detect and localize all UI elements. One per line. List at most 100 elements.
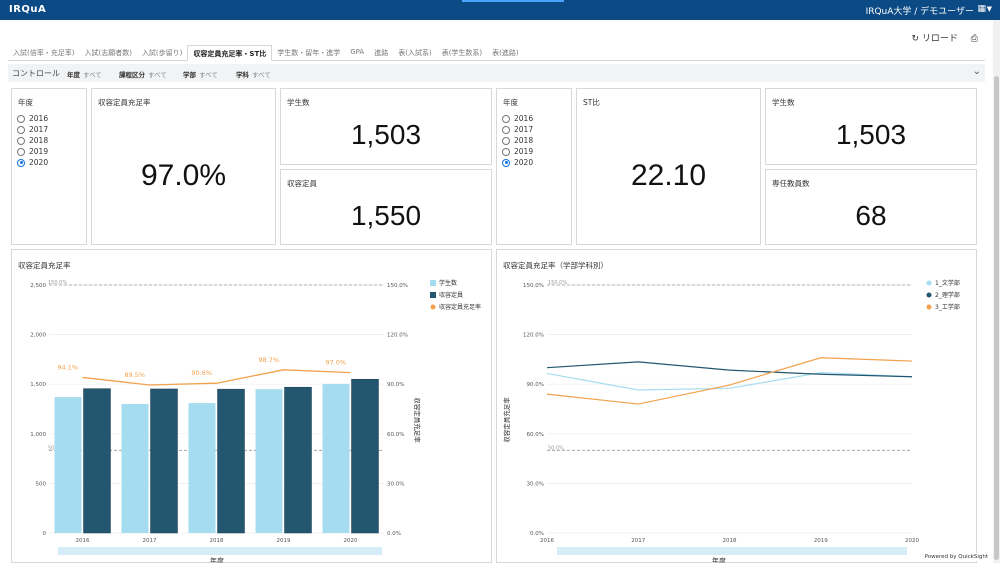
chart-title: 収容定員充足率（学部学科別） [503,261,608,270]
x-tick: 2019 [277,538,291,544]
radio-button[interactable] [502,136,510,145]
series-line [546,372,913,391]
control-year[interactable]: 年度 すべて [67,69,102,79]
year-option[interactable]: 2017 [17,124,48,135]
y-tick: 90.0% [527,382,544,388]
y-tick-right: 60.0% [387,432,404,438]
year-option[interactable]: 2016 [502,113,533,124]
controls-title: コントロール [12,69,60,78]
kpi-value: 97.0% [140,159,227,192]
legend-swatch [430,292,436,298]
kpi-title: 学生数 [772,98,795,107]
building-icon[interactable]: ▦ [977,4,986,14]
x-tick: 2019 [814,538,828,544]
kpi-students-left: 学生数 1,503 [280,88,492,165]
y-tick: 60.0% [527,432,544,438]
y-tick-right: 150.0% [387,283,408,289]
x-axis-scroll [557,547,907,555]
bar [322,383,350,533]
series-line [546,361,913,378]
filter-title: 年度 [503,98,518,107]
vertical-scrollbar[interactable] [993,20,1000,563]
kpi-students-right: 学生数 1,503 [765,88,977,165]
tab-2[interactable]: 入試(歩留り) [141,49,183,57]
fill-rate-dept-line-chart: 0.0% 30.0% 60.0% 90.0% 120.0% 150.0% 150.0% 50.… [502,279,960,563]
year-option-label: 2017 [29,125,49,134]
bar [217,388,245,534]
bar [121,404,149,533]
control-value: すべて [83,71,102,79]
data-label: 89.5% [124,371,145,379]
legend-swatch [926,280,932,286]
radio-button[interactable] [17,147,25,156]
y-tick: 0.0% [530,531,544,537]
y-tick-left: 1,000 [30,432,46,438]
radio-button[interactable] [502,125,510,134]
control-label: 学部 [183,71,196,79]
bar [150,388,178,534]
year-option-label: 2018 [514,136,534,145]
tab-0[interactable]: 入試(倍率・充足率) [13,49,75,57]
year-option[interactable]: 2017 [502,124,533,135]
year-option[interactable]: 2018 [502,135,533,146]
x-tick: 2017 [143,538,157,544]
tab-9[interactable]: 表(進路) [492,49,519,57]
legend-swatch [926,304,932,310]
radio-button[interactable] [17,158,25,167]
app-logo[interactable]: IRQuA [9,4,47,15]
y-tick: 150.0% [523,283,544,289]
year-option[interactable]: 2016 [17,113,48,124]
tab-5[interactable]: GPA [350,48,365,56]
legend-swatch [926,292,932,298]
user-menu[interactable]: IRQuA大学 / デモユーザー [865,7,974,17]
reload-icon: ↻ [911,34,920,44]
control-course[interactable]: 課程区分 すべて [119,69,167,79]
bar [83,388,111,534]
tab-6[interactable]: 進路 [374,49,389,57]
kpi-st-ratio: ST比 22.10 [576,88,761,245]
radio-button[interactable] [17,125,25,134]
fill-rate-combo-chart: 0 0.0% 500 30.0% 1,000 60.0% 1,500 90.0% 2,000 12… [30,279,481,563]
x-axis-label: 年度 [712,556,726,563]
bar [351,378,379,534]
chart-panel-fill-rate-by-dept: 収容定員充足率（学部学科別） 0.0% 30.0% 60.0% 90.0% 120.0%… [496,249,977,563]
radio-button[interactable] [502,158,510,167]
year-radio-list: 2016 2017 2018 2019 2020 [502,113,533,168]
printer-icon[interactable]: ⎙ [970,34,978,44]
tab-7[interactable]: 表(入試系) [398,49,432,57]
year-option-label: 2016 [514,114,534,123]
kpi-value: 1,503 [350,119,422,150]
kpi-capacity: 収容定員 1,550 [280,169,492,245]
chevron-down-icon[interactable]: ⌄ [972,66,981,77]
y-tick: 120.0% [523,333,544,339]
tab-1[interactable]: 入試(志願者数) [84,49,132,57]
y-axis-label: 収容定員充足率 [502,397,511,443]
year-option[interactable]: 2020 [502,157,533,168]
tab-4[interactable]: 学生数・留年・進学 [277,49,341,57]
year-option[interactable]: 2019 [17,146,48,157]
year-option-label: 2020 [29,158,49,167]
y-tick-right: 120.0% [387,333,408,339]
year-option[interactable]: 2018 [17,135,48,146]
control-faculty[interactable]: 学部 すべて [183,69,218,79]
top-bar: IRQuA IRQuA大学 / デモユーザー ▦ ▼ [0,0,1000,20]
control-department[interactable]: 学科 すべて [236,69,271,79]
year-option-label: 2016 [29,114,49,123]
chevron-down-icon[interactable]: ▼ [986,5,992,13]
radio-button[interactable] [502,114,510,123]
legend-label: 3_工学部 [935,303,960,311]
x-tick: 2020 [344,538,358,544]
tab-3[interactable]: 収容定員充足率・ST比 [187,45,273,61]
radio-button[interactable] [17,114,25,123]
year-option[interactable]: 2019 [502,146,533,157]
toolbar-actions: ↻ リロード ⎙ [901,31,978,44]
controls-bar[interactable]: コントロール 年度 すべて 課程区分 すべて 学部 すべて 学科 すべて ⌄ [8,64,985,82]
year-option[interactable]: 2020 [17,157,48,168]
radio-button[interactable] [17,136,25,145]
scrollbar-thumb[interactable] [994,76,999,560]
tab-8[interactable]: 表(学生数系) [441,49,483,57]
radio-button[interactable] [502,147,510,156]
legend-swatch [430,280,436,286]
reload-button[interactable]: ↻ リロード [911,34,957,44]
y-tick-left: 0 [43,531,47,537]
